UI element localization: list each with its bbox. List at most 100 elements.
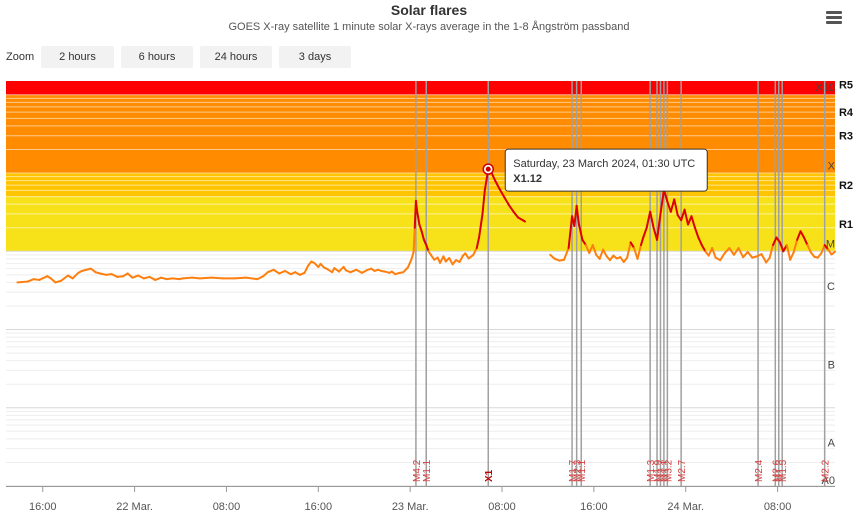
series-line-segment [563,247,570,261]
series-line-segment [412,226,416,253]
chart-subtitle: GOES X-ray satellite 1 minute solar X-ra… [228,21,630,33]
series-line-segment [732,247,740,256]
series-line-segment [723,247,731,255]
series-line-segment [126,272,134,279]
x-tick-label: 08:00 [764,501,792,513]
flare-marker-label: M3.2 [663,459,674,482]
series-line-segment [475,236,481,250]
flare-marker-label: M1.3 [646,459,657,482]
band-r1 [6,196,835,252]
flare-marker-label: X1 [484,469,495,482]
series-line-segment [272,268,281,275]
series-line-segment [266,268,275,274]
flare-marker-label: M1.1 [422,459,433,482]
series-line-segment [806,244,812,254]
y-class-label-x: X [828,160,836,172]
flare-marker-label: M2.3 [573,459,584,482]
series-line-segment [448,257,454,266]
flare-marker-label: M1.1 [577,459,588,482]
series-line-segment [210,276,225,280]
series-line-segment [355,268,363,274]
band-r4 [6,81,835,95]
series-line-segment [567,215,574,250]
x-tick-label: 08:00 [488,501,516,513]
x-tick-label: 16:00 [305,501,333,513]
y-class-label-m: M [826,239,835,251]
series-line-segment [507,204,515,213]
series-line-segment [472,247,478,256]
series-line-segment [785,244,792,261]
series-line-segment [636,244,642,260]
series-line-segment [414,199,419,212]
series-line-segment [337,265,345,273]
series-line-segment [148,275,157,281]
series-line-segment [799,230,805,239]
series-line-segment [233,276,247,280]
series-line-segment [746,250,754,259]
series-line-segment [402,266,409,274]
series-line-segment [742,250,749,259]
hamburger-menu-icon[interactable] [826,11,842,25]
series-line-segment [418,223,423,233]
series-line-segment [521,219,526,223]
flare-marker-label: M4.2 [412,459,423,482]
series-line-segment [719,252,726,262]
zoom-24-hours-button[interactable]: 24 hours [200,46,272,68]
series-line-segment [26,278,35,283]
series-line-segment [728,247,735,256]
series-line-segment [154,276,163,281]
x-tick-label: 24 Mar. [667,501,704,513]
series-line-segment [498,188,506,199]
flare-marker-label: M2.2 [821,459,832,482]
series-line-segment [49,277,57,284]
x-tick-label: 16:00 [580,501,608,513]
series-line-segment [796,230,802,241]
series-line-segment [575,204,580,226]
series-line-segment [649,210,655,229]
series-line-segment [666,200,672,213]
series-line-segment [626,241,632,259]
flare-marker-label: M1.3 [775,459,786,482]
series-line-segment [406,258,413,269]
flare-marker-label: M2.4 [754,459,765,482]
x-tick-label: 23 Mar. [392,501,429,513]
series-line-segment [581,238,587,247]
y-class-label-a: A [828,438,836,450]
flare-marker-label: M2.6 [771,459,782,482]
series-line-segment [768,244,774,260]
series-line-segment [683,208,690,226]
zoom-label: Zoom [6,51,35,63]
x-tick-label: 16:00 [29,501,57,513]
series-line-segment [349,268,358,274]
series-line-segment [584,244,591,255]
series-line-segment [137,274,145,280]
series-line-segment [771,236,778,247]
band-label-r4: R4 [839,107,854,119]
series-line-segment [464,252,470,260]
series-line-segment [737,247,745,259]
flare-marker-label: M3.3 [656,459,667,482]
y-class-label-c: C [827,281,835,293]
zoom-3-days-button[interactable]: 3 days [279,46,351,68]
series-line-segment [420,230,425,241]
series-line-segment [830,250,836,256]
band-label-r1: R1 [839,219,853,231]
series-line-segment [639,236,645,247]
series-line-segment [490,172,497,182]
zoom-6-hours-button[interactable]: 6 hours [121,46,193,68]
series-line-segment [256,275,265,281]
series-line-segment [478,212,484,239]
flare-marker-label: M1.5 [778,459,789,482]
tooltip: Saturday, 23 March 2024, 01:30 UTC X1.12 [504,148,708,192]
series-line-segment [284,269,292,276]
x-tick-label: 08:00 [213,501,241,513]
series-line-segment [494,179,501,191]
zoom-2-hours-button[interactable]: 2 hours [41,46,114,68]
series-line-segment [199,276,213,280]
series-line-segment [181,276,194,280]
series-line-segment [673,198,679,217]
series-line-segment [503,196,510,207]
series-line-segment [645,210,652,229]
series-line-segment [60,274,70,282]
